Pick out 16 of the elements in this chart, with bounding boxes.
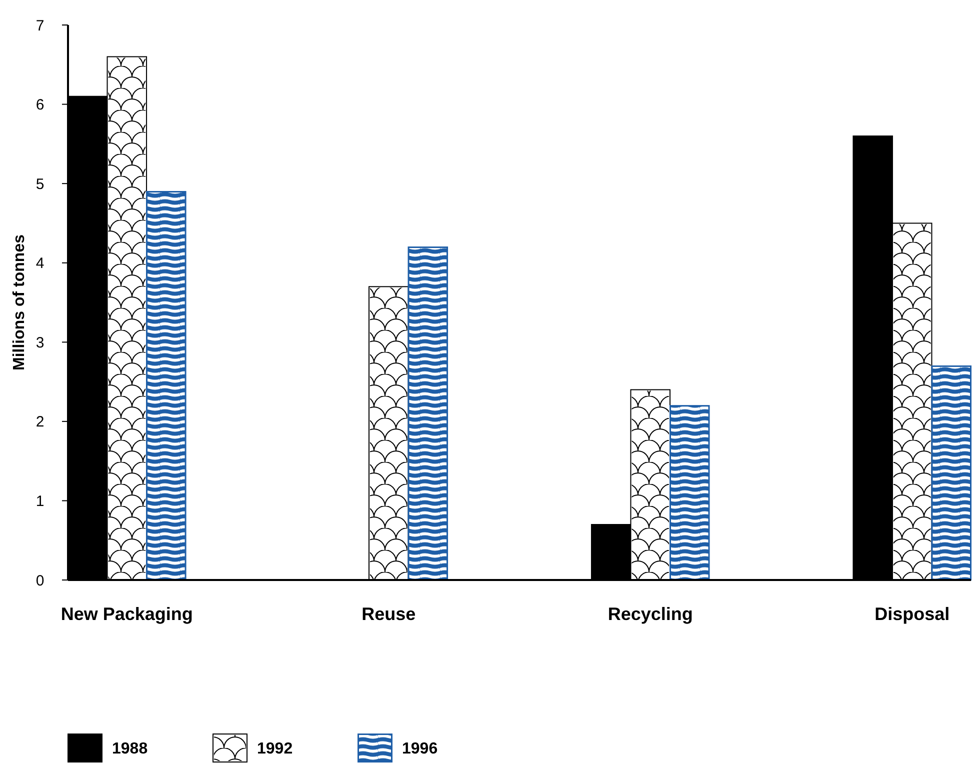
x-tick-label: New Packaging [60,604,193,624]
y-tick-label: 7 [36,17,44,34]
x-tick-label: Recycling [608,604,693,624]
y-tick-label: 2 [36,414,44,431]
y-axis-title: Millions of tonnes [11,234,28,370]
y-tick-label: 5 [36,176,44,193]
legend-label: 1992 [257,740,293,758]
y-tick-label: 1 [36,492,44,510]
legend-label: 1996 [402,740,438,758]
x-tick-label: Disposal [874,604,950,624]
y-tick-label: 0 [36,572,44,590]
y-tick-label: 4 [36,255,44,272]
y-tick-label: 3 [36,334,44,352]
legend-label: 1988 [112,740,148,758]
y-tick-label: 6 [36,96,44,114]
x-tick-label: Reuse [362,604,416,624]
